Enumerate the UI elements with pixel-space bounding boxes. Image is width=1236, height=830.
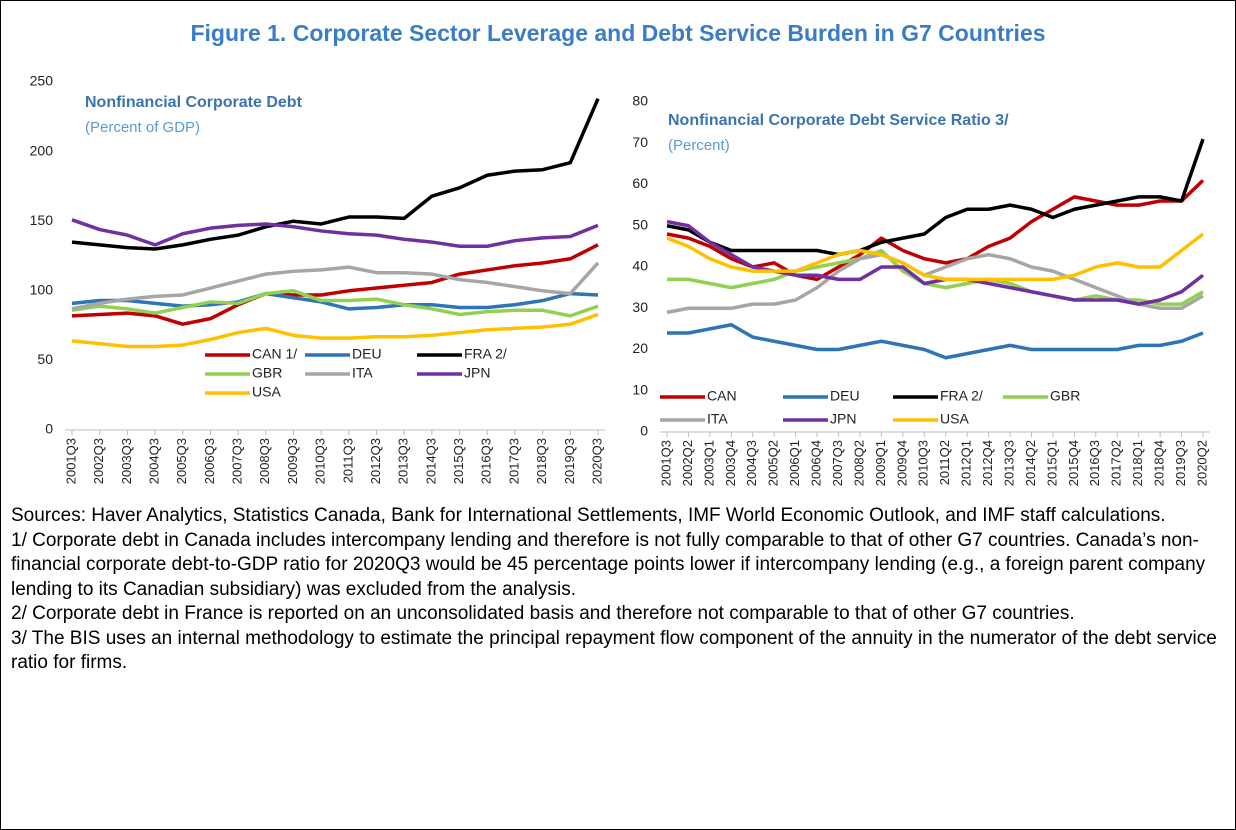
x-tick-label: 2014Q3 bbox=[423, 438, 438, 484]
x-tick-label: 2013Q3 bbox=[1001, 440, 1016, 486]
x-tick-label: 2014Q2 bbox=[1023, 440, 1038, 486]
legend-label: JPN bbox=[830, 411, 856, 427]
series-line bbox=[666, 219, 1205, 306]
x-tick-label: 2015Q1 bbox=[1044, 440, 1059, 486]
x-tick-label: 2012Q1 bbox=[959, 440, 974, 486]
x-tick-label: 2011Q2 bbox=[937, 440, 952, 485]
y-tick-label: 50 bbox=[632, 216, 648, 232]
y-tick-label: 250 bbox=[30, 73, 54, 89]
x-tick-label: 2004Q3 bbox=[146, 438, 161, 484]
x-tick-label: 2012Q3 bbox=[368, 438, 383, 484]
x-tick-label: 2009Q3 bbox=[285, 438, 300, 484]
x-tick-label: 2017Q3 bbox=[506, 438, 521, 484]
x-tick-label: 2005Q2 bbox=[766, 440, 781, 486]
x-tick-label: 2010Q3 bbox=[313, 438, 328, 484]
series-line bbox=[71, 312, 599, 349]
x-tick-label: 2015Q3 bbox=[451, 438, 466, 484]
charts: Nonfinancial Corporate Debt (Percent of G… bbox=[30, 73, 1210, 486]
x-tick-label: 2005Q3 bbox=[174, 438, 189, 484]
legend-label: CAN 1/ bbox=[252, 346, 297, 362]
x-tick-label: 2008Q2 bbox=[851, 440, 866, 486]
legend-label: CAN bbox=[707, 388, 737, 404]
x-tick-label: 2006Q4 bbox=[809, 440, 824, 486]
notes: Sources: Haver Analytics, Statistics Can… bbox=[11, 504, 1231, 676]
x-tick-label: 2007Q3 bbox=[230, 438, 245, 484]
legend-label: ITA bbox=[707, 411, 728, 427]
y-tick-label: 40 bbox=[632, 258, 648, 274]
x-tick-label: 2004Q3 bbox=[744, 440, 759, 486]
x-tick-label: 2015Q4 bbox=[1066, 440, 1081, 486]
y-tick-label: 10 bbox=[632, 381, 648, 397]
series-line bbox=[667, 323, 1204, 360]
x-tick-label: 2011Q3 bbox=[340, 438, 355, 483]
note: 3/ The BIS uses an internal methodology … bbox=[11, 627, 1217, 674]
x-tick-label: 2008Q3 bbox=[257, 438, 272, 484]
figure-title: Figure 1. Corporate Sector Leverage and … bbox=[190, 20, 1046, 46]
note: Sources: Haver Analytics, Statistics Can… bbox=[11, 505, 1166, 526]
legend-label: JPN bbox=[464, 365, 490, 381]
chart-title: Nonfinancial Corporate Debt bbox=[85, 94, 303, 111]
y-tick-label: 0 bbox=[45, 421, 53, 437]
x-tick-label: 2001Q3 bbox=[658, 440, 673, 486]
x-tick-label: 2009Q4 bbox=[894, 440, 909, 486]
x-tick-label: 2010Q3 bbox=[916, 440, 931, 486]
note: 1/ Corporate debt in Canada includes int… bbox=[11, 529, 1206, 600]
x-tick-label: 2002Q3 bbox=[91, 438, 106, 484]
x-tick-label: 2016Q3 bbox=[1087, 440, 1102, 486]
legend-label: FRA 2/ bbox=[464, 346, 507, 362]
x-tick-label: 2009Q1 bbox=[873, 440, 888, 486]
legend-label: ITA bbox=[352, 365, 373, 381]
y-tick-label: 150 bbox=[30, 212, 54, 228]
x-tick-label: 2012Q4 bbox=[980, 440, 995, 486]
series-line bbox=[666, 138, 1205, 257]
x-tick-label: 2003Q1 bbox=[701, 440, 716, 486]
y-tick-label: 70 bbox=[632, 134, 648, 150]
x-tick-label: 2013Q3 bbox=[396, 438, 411, 484]
note: 2/ Corporate debt in France is reported … bbox=[11, 603, 1075, 624]
x-tick-label: 2002Q2 bbox=[680, 440, 695, 486]
chart-subtitle: (Percent of GDP) bbox=[85, 119, 200, 136]
series-line bbox=[666, 232, 1205, 282]
y-tick-label: 60 bbox=[632, 175, 648, 191]
legend-label: FRA 2/ bbox=[940, 388, 983, 404]
legend-label: USA bbox=[252, 384, 281, 400]
series-line bbox=[71, 218, 599, 249]
series-line bbox=[71, 291, 599, 311]
x-tick-label: 2016Q3 bbox=[479, 438, 494, 484]
y-tick-label: 20 bbox=[632, 340, 648, 356]
y-tick-label: 80 bbox=[632, 93, 648, 109]
y-tick-label: 30 bbox=[632, 299, 648, 315]
series-line bbox=[71, 98, 600, 251]
chart-title: Nonfinancial Corporate Debt Service Rati… bbox=[668, 112, 1009, 129]
x-tick-label: 2018Q3 bbox=[534, 438, 549, 484]
x-tick-label: 2003Q3 bbox=[119, 438, 134, 484]
x-tick-label: 2006Q3 bbox=[202, 438, 217, 484]
legend-label: DEU bbox=[352, 346, 382, 362]
y-tick-label: 100 bbox=[30, 282, 54, 298]
x-tick-label: 2018Q1 bbox=[1130, 440, 1145, 486]
series-line bbox=[71, 261, 600, 311]
x-tick-label: 2020Q2 bbox=[1194, 440, 1209, 486]
legend-label: USA bbox=[940, 411, 969, 427]
series-line bbox=[71, 243, 599, 326]
y-tick-label: 0 bbox=[640, 423, 648, 439]
x-tick-label: 2017Q2 bbox=[1109, 440, 1124, 486]
x-tick-label: 2003Q4 bbox=[723, 440, 738, 486]
legend-label: GBR bbox=[252, 365, 282, 381]
x-tick-label: 2020Q3 bbox=[589, 438, 604, 484]
y-tick-label: 50 bbox=[37, 351, 53, 367]
x-tick-label: 2019Q3 bbox=[562, 438, 577, 484]
x-tick-label: 2007Q3 bbox=[830, 440, 845, 486]
x-tick-label: 2006Q1 bbox=[787, 440, 802, 486]
legend-label: GBR bbox=[1050, 388, 1080, 404]
y-tick-label: 200 bbox=[30, 142, 54, 158]
legend-label: DEU bbox=[830, 388, 860, 404]
x-tick-label: 2018Q4 bbox=[1152, 440, 1167, 486]
series-line bbox=[71, 289, 599, 318]
x-tick-label: 2019Q3 bbox=[1173, 440, 1188, 486]
series-line bbox=[666, 252, 1204, 315]
chart-subtitle: (Percent) bbox=[668, 137, 730, 154]
x-tick-label: 2001Q3 bbox=[63, 438, 78, 484]
